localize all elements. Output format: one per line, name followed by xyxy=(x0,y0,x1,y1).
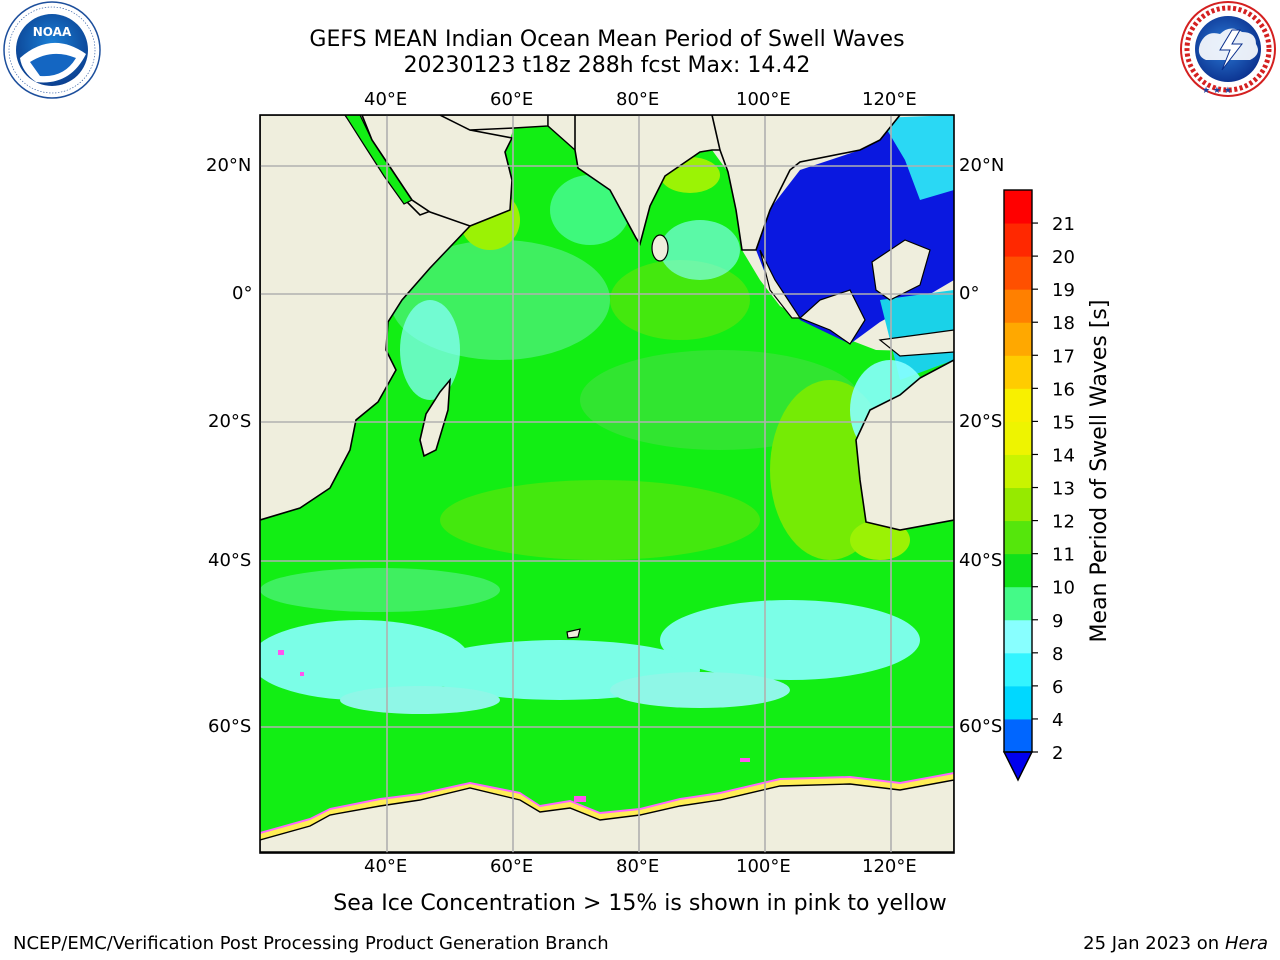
machine-name: Hera xyxy=(1224,933,1268,954)
colorbar-swatch xyxy=(1004,718,1032,753)
colorbar-swatch xyxy=(1004,520,1032,555)
colorbar-swatch xyxy=(1004,553,1032,588)
lon-label-top-60e: 60°E xyxy=(490,89,534,110)
colorbar-swatch xyxy=(1004,388,1032,422)
colorbar-tick-label: 11 xyxy=(1052,545,1075,566)
lat-label-right-20s: 20°S xyxy=(959,411,1003,432)
plot-subtitle: 20230123 t18z 288h fcst Max: 14.42 xyxy=(403,53,811,78)
colorbar-swatch xyxy=(1004,289,1032,323)
lon-label-top-40e: 40°E xyxy=(364,89,408,110)
lon-label-bottom-60e: 60°E xyxy=(490,856,534,877)
colorbar-tick-label: 4 xyxy=(1052,710,1063,731)
noaa-logo-text: NOAA xyxy=(33,25,72,39)
colorbar-swatch xyxy=(1004,256,1032,290)
colorbar-swatch xyxy=(1004,421,1032,455)
lat-label-left-60s: 60°S xyxy=(208,716,252,737)
colorbar-under-triangle xyxy=(1002,751,1034,782)
colorbar-swatch xyxy=(1004,322,1032,356)
madagascar xyxy=(419,377,451,458)
colorbar-tick-label: 9 xyxy=(1052,611,1063,632)
colorbar-swatch xyxy=(1004,454,1032,489)
colorbar-tick-label: 19 xyxy=(1052,280,1075,301)
colorbar-swatch xyxy=(1004,190,1032,224)
lat-label-right-0: 0° xyxy=(959,283,980,304)
se-asia-landmass xyxy=(711,115,902,251)
colorbar-tick-label: 2 xyxy=(1052,743,1063,764)
colorbar-swatch xyxy=(1004,619,1032,654)
lat-label-right-20n: 20°N xyxy=(959,155,1005,176)
colorbar-tick-label: 15 xyxy=(1052,412,1075,433)
lon-label-top-120e: 120°E xyxy=(862,89,917,110)
colorbar-tick-label: 17 xyxy=(1052,346,1075,367)
colorbar-tick-label: 12 xyxy=(1052,512,1075,533)
colorbar-swatch xyxy=(1004,487,1032,522)
colorbar-swatch xyxy=(1004,652,1032,687)
colorbar-tick-label: 16 xyxy=(1052,379,1075,400)
colorbar-frame xyxy=(1003,189,1033,753)
colorbar-swatch xyxy=(1004,685,1032,720)
credit-line: NCEP/EMC/Verification Post Processing Pr… xyxy=(13,933,609,954)
colorbar-swatch xyxy=(1004,223,1032,257)
map-gridlines xyxy=(260,115,954,853)
colorbar-tick-label: 21 xyxy=(1052,214,1075,235)
map-frame xyxy=(259,114,955,854)
lat-label-left-40s: 40°S xyxy=(208,550,252,571)
colorbar-swatch xyxy=(1004,586,1032,621)
lon-label-bottom-80e: 80°E xyxy=(616,856,660,877)
colorbar: 2 4 6 8 9 10 11 12 13 14 15 16 17 18 19 20 21 Mean Period… xyxy=(1002,189,1112,782)
colorbar-label: Mean Period of Swell Waves [s] xyxy=(1087,300,1112,643)
lon-label-bottom-40e: 40°E xyxy=(364,856,408,877)
lat-label-left-20s: 20°S xyxy=(208,411,252,432)
colorbar-tick-label: 8 xyxy=(1052,644,1063,665)
colorbar-tick-label: 14 xyxy=(1052,445,1075,466)
colorbar-tick-label: 10 xyxy=(1052,578,1075,599)
sea-ice-note: Sea Ice Concentration > 15% is shown in … xyxy=(333,891,947,916)
nws-logo: ★ ★ ★ xyxy=(1180,1,1276,97)
lat-label-left-0: 0° xyxy=(232,283,253,304)
svg-text:★ ★ ★: ★ ★ ★ xyxy=(1202,86,1232,96)
lon-label-top-100e: 100°E xyxy=(736,89,791,110)
colorbar-swatch xyxy=(1004,355,1032,389)
colorbar-tick-label: 13 xyxy=(1052,479,1075,500)
noaa-logo: NOAA xyxy=(3,1,101,99)
lon-label-top-80e: 80°E xyxy=(616,89,660,110)
lon-label-bottom-120e: 120°E xyxy=(862,856,917,877)
australia-landmass xyxy=(855,359,954,531)
plot-title: GEFS MEAN Indian Ocean Mean Period of Sw… xyxy=(309,27,905,52)
colorbar-tick-label: 6 xyxy=(1052,677,1063,698)
colorbar-tick-label: 18 xyxy=(1052,313,1075,334)
lon-label-bottom-100e: 100°E xyxy=(736,856,791,877)
map-area xyxy=(260,115,954,853)
colorbar-tick-label: 20 xyxy=(1052,247,1075,268)
lat-label-left-20n: 20°N xyxy=(206,155,252,176)
lat-label-right-60s: 60°S xyxy=(959,716,1003,737)
lat-label-right-40s: 40°S xyxy=(959,550,1003,571)
date-text: 25 Jan 2023 on xyxy=(1083,933,1220,954)
date-stamp: 25 Jan 2023 on Hera xyxy=(1083,933,1268,954)
